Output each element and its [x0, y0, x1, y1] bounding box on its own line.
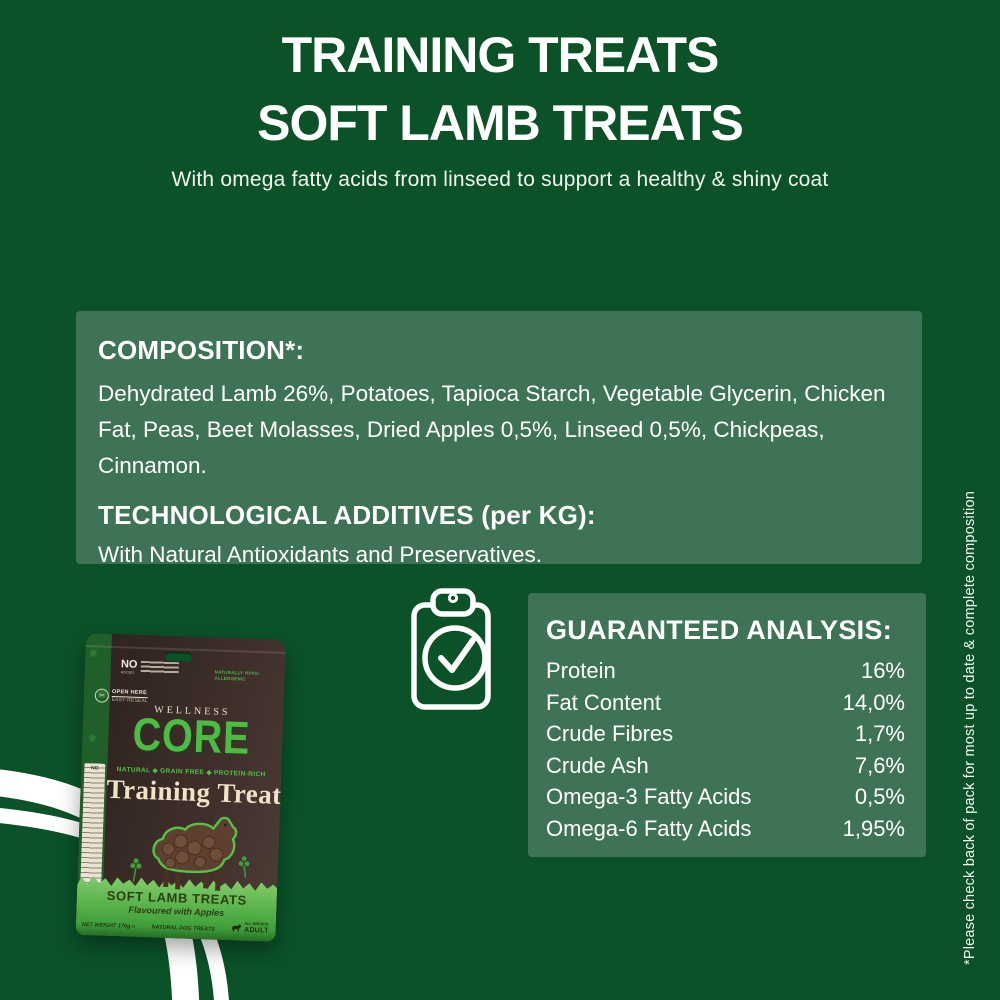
analysis-value: 1,7%: [854, 721, 905, 746]
additives-body: With Natural Antioxidants and Preservati…: [98, 542, 542, 567]
composition-heading: COMPOSITION*:: [98, 335, 305, 365]
natural-dog-treats-label: NATURAL DOG TREATS: [151, 924, 215, 933]
composition-footnote: *Please check back of pack for most up t…: [962, 490, 978, 965]
adult-label: ADULT: [243, 926, 269, 935]
analysis-label: Omega-3 Fatty Acids: [546, 784, 752, 809]
composition-body: Dehydrated Lamb 26%, Potatoes, Tapioca S…: [98, 381, 886, 478]
analysis-heading: GUARANTEED ANALYSIS:: [546, 615, 893, 645]
analysis-value: 14,0%: [842, 689, 905, 715]
analysis-label: Omega-6 Fatty Acids: [546, 815, 752, 841]
analysis-row: Omega-6 Fatty Acids 1,95%: [546, 813, 905, 845]
dog-icon: [231, 923, 242, 932]
analysis-value: 1,95%: [842, 815, 905, 841]
page-title-line1: TRAINING TREATS: [281, 27, 720, 83]
analysis-row: Protein 16%: [546, 655, 905, 687]
analysis-value: 0,5%: [854, 784, 905, 809]
no-claim-sub: ADDED: [120, 670, 135, 675]
analysis-label: Fat Content: [546, 689, 661, 715]
bag-grass-band: SOFT LAMB TREATS Flavoured with Apples N…: [75, 873, 277, 942]
bag-front: NO NO ADDED NATURALLY HYPO-ALLERGENIC ✂ …: [75, 633, 286, 942]
analysis-label: Crude Fibres: [546, 721, 674, 746]
analysis-label: Protein: [546, 658, 616, 683]
open-here-block: ✂ OPEN HERE EASY RESEAL: [94, 688, 149, 704]
analysis-row: Crude Fibres 1,7%: [546, 718, 905, 750]
bag-product-name: Training Treats: [106, 773, 286, 811]
page-subtitle: With omega fatty acids from linseed to s…: [171, 168, 829, 191]
no-claim-block: NO ADDED: [120, 658, 179, 676]
guaranteed-analysis-panel: GUARANTEED ANALYSIS: Protein 16% Fat Con…: [528, 593, 926, 857]
product-bag: NO NO ADDED NATURALLY HYPO-ALLERGENIC ✂ …: [75, 633, 286, 942]
composition-panel: COMPOSITION*: Dehydrated Lamb 26%, Potat…: [76, 311, 922, 567]
analysis-label: Crude Ash: [546, 752, 649, 778]
no-claim-label: NO: [120, 658, 138, 671]
breed-block: ALL BREEDS ADULT: [231, 922, 269, 934]
analysis-row: Crude Ash 7,6%: [546, 750, 905, 782]
clover-left: [130, 858, 142, 882]
analysis-row: Fat Content 14,0%: [546, 687, 905, 719]
clover-right: [238, 856, 250, 878]
open-here-label: OPEN HERE: [111, 688, 149, 699]
hypo-allergenic-claim: NATURALLY HYPO-ALLERGENIC: [214, 669, 260, 682]
clipboard-check-icon: [411, 588, 491, 710]
analysis-value: 16%: [860, 658, 905, 683]
additives-heading: TECHNOLOGICAL ADDITIVES (per KG):: [98, 500, 596, 530]
brand-core-logo: CORE: [131, 707, 252, 764]
sheep-illustration: [130, 816, 250, 891]
analysis-row: Omega-3 Fatty Acids 0,5%: [546, 781, 905, 813]
net-weight-label: NET WEIGHT 170g ℮: [81, 921, 136, 930]
page-title-line2: SOFT LAMB TREATS: [257, 95, 744, 151]
scissors-icon: ✂: [94, 688, 110, 703]
analysis-value: 7,6%: [854, 752, 905, 778]
no-claim-fine-print: [140, 660, 179, 676]
